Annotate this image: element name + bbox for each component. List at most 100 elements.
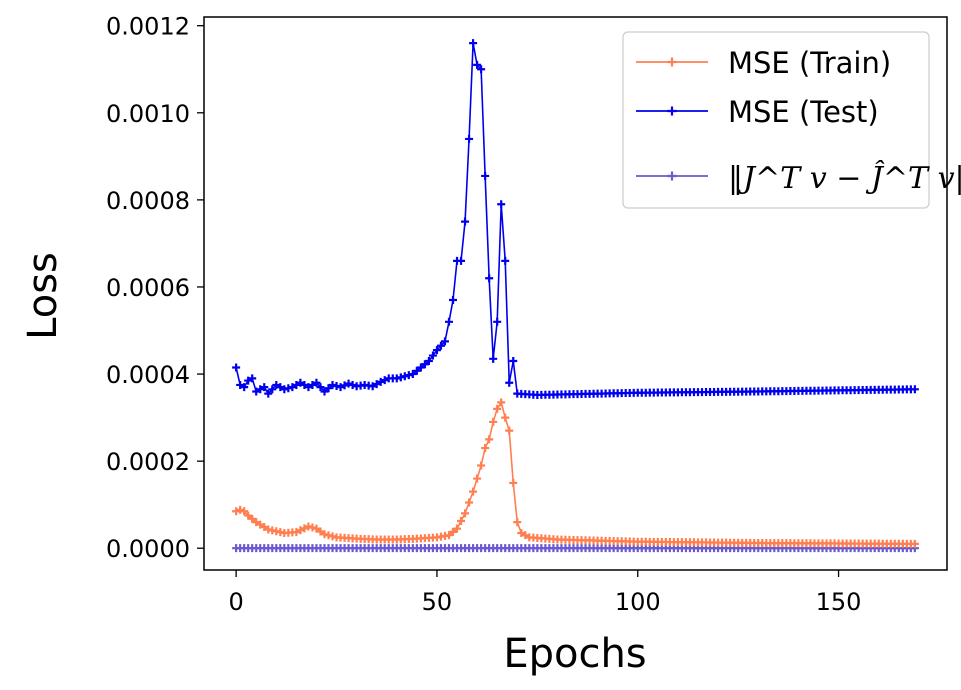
- data-point: [344, 379, 353, 388]
- data-point: [232, 363, 241, 372]
- data-point: [910, 539, 919, 548]
- data-point: [473, 474, 482, 483]
- data-point: [465, 498, 474, 507]
- data-point: [264, 389, 273, 398]
- data-point: [300, 524, 309, 533]
- y-tick-label: 0.0006: [106, 274, 190, 302]
- y-tick-label: 0.0010: [106, 100, 190, 128]
- data-point: [449, 296, 458, 305]
- data-point: [252, 518, 261, 527]
- data-point: [336, 383, 345, 392]
- data-point: [444, 317, 453, 326]
- data-point: [232, 507, 241, 516]
- data-point: [501, 256, 510, 265]
- plot-frame: [203, 16, 948, 571]
- data-point: [320, 387, 329, 396]
- data-point: [453, 524, 462, 533]
- data-point: [248, 374, 257, 383]
- data-point: [256, 520, 265, 529]
- data-point: [272, 380, 281, 389]
- data-point: [276, 383, 285, 392]
- data-point: [473, 60, 482, 69]
- data-point: [477, 461, 486, 470]
- data-point: [316, 527, 325, 536]
- data-point: [469, 39, 478, 48]
- data-point: [501, 413, 510, 422]
- data-point: [296, 526, 305, 535]
- data-point: [292, 528, 301, 537]
- data-point: [236, 380, 245, 389]
- data-point: [244, 376, 253, 385]
- data-point: [910, 385, 919, 394]
- x-axis-title: Epochs: [503, 631, 646, 677]
- data-point: [416, 363, 425, 372]
- data-point: [368, 382, 377, 391]
- legend-key-marker: [667, 57, 677, 67]
- data-point: [408, 370, 417, 379]
- data-point: [252, 387, 261, 396]
- y-tick-label: 0.0004: [106, 361, 190, 389]
- data-point: [260, 523, 269, 532]
- data-point: [469, 487, 478, 496]
- data-point: [304, 383, 313, 392]
- data-point: [509, 478, 518, 487]
- data-point: [244, 511, 253, 520]
- data-point: [372, 380, 381, 389]
- data-point: [477, 65, 486, 74]
- data-point: [288, 383, 297, 392]
- data-point: [240, 383, 249, 392]
- data-point: [444, 531, 453, 540]
- data-point: [292, 380, 301, 389]
- data-point: [489, 354, 498, 363]
- ticks-layer: 0 50 100 150 0.0000 0.0002 0.0004 0.0006 0.0008 0…: [106, 13, 861, 616]
- y-tick-label: 0.0012: [106, 13, 190, 41]
- data-point: [481, 444, 490, 453]
- data-point: [312, 378, 321, 387]
- data-point: [509, 356, 518, 365]
- legend-key-marker: [667, 171, 677, 181]
- y-tick-label: 0.0002: [106, 448, 190, 476]
- data-point: [324, 384, 333, 393]
- data-point: [240, 507, 249, 516]
- data-point: [268, 385, 277, 394]
- data-point: [260, 383, 269, 392]
- data-point: [256, 385, 265, 394]
- legend-keys: [636, 57, 708, 181]
- data-point: [248, 514, 257, 523]
- y-tick-label: 0.0000: [106, 535, 190, 563]
- data-point: [348, 380, 357, 389]
- data-point: [412, 366, 421, 375]
- data-point: [300, 380, 309, 389]
- x-tick-label: 0: [228, 588, 243, 616]
- legend-label-test: MSE (Test): [728, 95, 879, 129]
- data-point: [489, 417, 498, 426]
- data-point: [436, 341, 445, 350]
- data-point: [440, 337, 449, 346]
- data-point: [308, 380, 317, 389]
- legend: MSE (Train) MSE (Test) ‖J^T v − Ĵ^T v‖: [622, 31, 961, 209]
- series-0: [232, 398, 919, 548]
- data-point: [505, 426, 514, 435]
- series-layer: [232, 39, 919, 553]
- x-tick-label: 150: [816, 588, 862, 616]
- data-point: [505, 378, 514, 387]
- data-point: [296, 378, 305, 387]
- data-point: [493, 404, 502, 413]
- legend-label-train: MSE (Train): [728, 46, 891, 80]
- data-point: [420, 360, 429, 369]
- data-point: [457, 256, 466, 265]
- data-point: [424, 356, 433, 365]
- data-point: [517, 528, 526, 537]
- data-point: [497, 398, 506, 407]
- data-point: [461, 217, 470, 226]
- x-tick-label: 100: [615, 588, 661, 616]
- data-point: [236, 505, 245, 514]
- data-point: [465, 134, 474, 143]
- data-point: [449, 527, 458, 536]
- data-point: [340, 381, 349, 390]
- data-point: [432, 346, 441, 355]
- data-point: [461, 509, 470, 518]
- data-point: [493, 317, 502, 326]
- data-point: [485, 274, 494, 283]
